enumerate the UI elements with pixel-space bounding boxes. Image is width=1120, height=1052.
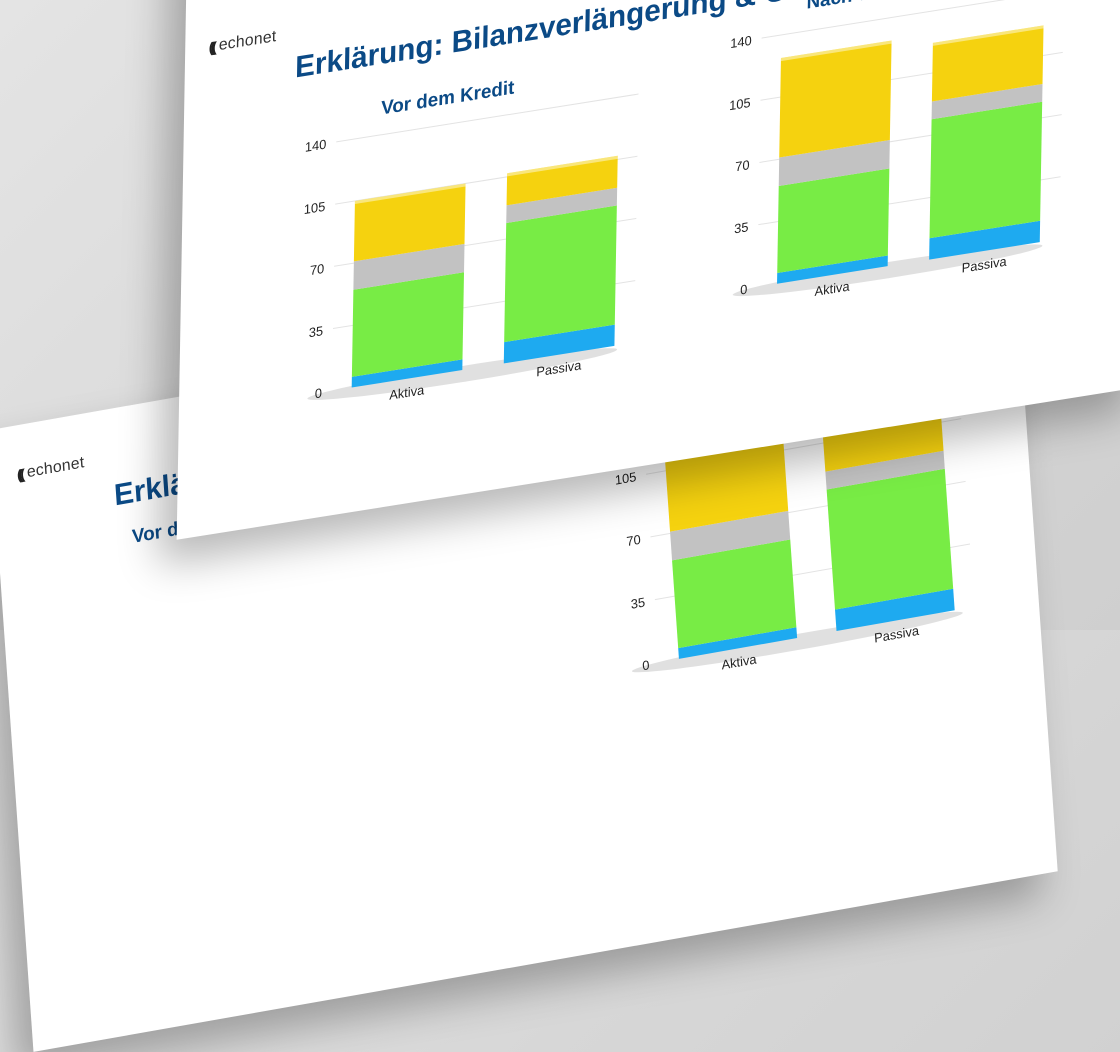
chart-after-credit: 0 35 70 105 140 Aktiva Passiva [729, 0, 1064, 299]
logo-mark-icon: ((( [208, 38, 214, 56]
right-y-tick: 70 [735, 157, 750, 174]
back-y-tick: 105 [614, 469, 636, 488]
back-bar-passiva-seg-2 [825, 450, 945, 490]
right-bar-aktiva-seg-0 [777, 255, 888, 284]
left-floor-shadow [307, 348, 618, 400]
left-bar-aktiva-seg-0 [351, 359, 463, 388]
left-y-tick: 140 [305, 136, 327, 155]
right-bar-passiva-seg-0 [929, 220, 1041, 260]
photo-scene: ((( echonet Erklärung: Bilanzverlängerun… [16, 0, 1120, 674]
right-bar-aktiva-seg-3 [779, 40, 892, 158]
echonet-logo: ((( echonet [209, 28, 277, 57]
logo-text: echonet [26, 454, 85, 482]
right-bar-highlight [932, 25, 1044, 46]
left-y-tick: 0 [315, 385, 322, 401]
right-gridline [761, 0, 1064, 39]
left-category-label: Aktiva [389, 382, 425, 403]
left-bar-aktiva-seg-3 [353, 183, 466, 262]
logo-mark-icon: ((( [16, 466, 23, 484]
front-sheet: ((( echonet Erklärung: Bilanzverlängerun… [176, 0, 1120, 540]
left-bar-passiva-seg-2 [506, 187, 618, 224]
left-y-tick: 70 [310, 261, 325, 278]
right-category-label: Aktiva [814, 278, 850, 299]
right-bar-passiva-seg-2 [931, 83, 1043, 120]
right-y-tick: 140 [730, 33, 752, 52]
left-bar-passiva-seg-1 [504, 205, 617, 343]
logo-text: echonet [218, 27, 277, 55]
right-category-label: Passiva [962, 253, 1008, 275]
left-gridline [336, 93, 639, 143]
right-bar-aktiva-seg-2 [778, 140, 890, 186]
left-bar-aktiva-seg-2 [353, 243, 465, 290]
back-bar-passiva-seg-0 [835, 588, 955, 632]
right-floor-shadow [732, 244, 1043, 297]
left-bar-highlight [354, 183, 466, 205]
left-y-tick: 35 [309, 323, 324, 340]
right-bar-aktiva-seg-1 [777, 168, 890, 274]
right-y-tick: 105 [729, 95, 751, 114]
left-y-tick: 105 [304, 199, 326, 218]
back-bar-aktiva-seg-2 [670, 510, 791, 561]
right-y-tick: 35 [734, 219, 749, 236]
echonet-logo-back: ((( echonet [16, 454, 85, 484]
right-y-tick: 0 [740, 281, 747, 297]
back-y-tick: 0 [642, 657, 650, 673]
right-bar-passiva-seg-1 [929, 101, 1043, 239]
back-bar-aktiva-seg-1 [672, 539, 797, 649]
left-bar-passiva-seg-0 [503, 324, 615, 364]
right-bar-highlight [780, 40, 892, 62]
back-y-tick: 35 [630, 594, 645, 612]
chart-before-credit: 0 35 70 105 140 Aktiva Passiva [304, 93, 639, 403]
back-bar-passiva-seg-1 [826, 468, 954, 610]
left-bar-aktiva-seg-1 [351, 272, 465, 377]
left-bar-highlight [507, 155, 618, 177]
left-category-label: Passiva [536, 357, 582, 379]
back-y-tick: 70 [626, 532, 641, 550]
right-bar-passiva-seg-3 [931, 25, 1044, 102]
left-bar-passiva-seg-3 [506, 155, 618, 206]
